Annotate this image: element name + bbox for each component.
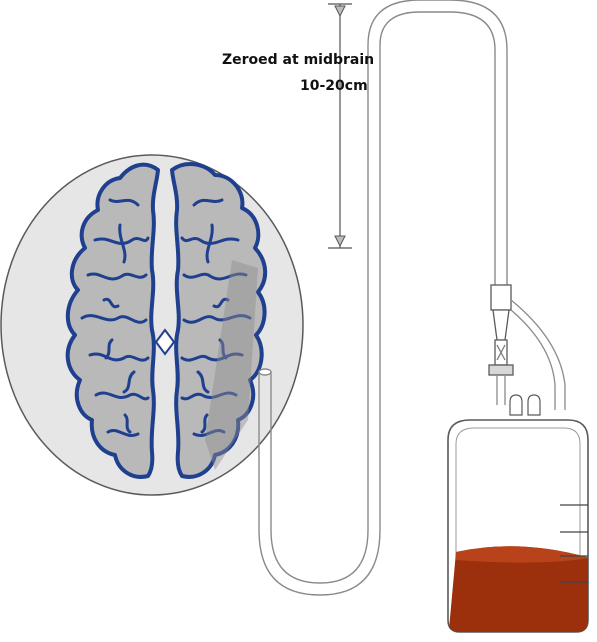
csf-fluid bbox=[448, 546, 588, 632]
left-gyri bbox=[80, 198, 150, 437]
ventricle bbox=[154, 328, 176, 356]
right-gyri bbox=[180, 198, 252, 437]
bag-inlet-tube bbox=[496, 375, 506, 405]
height-range-label: 10-20cm bbox=[300, 78, 368, 94]
bag-graduations bbox=[560, 504, 588, 583]
vent-tube bbox=[510, 299, 566, 410]
drip-chamber-icon bbox=[488, 284, 514, 376]
zero-reference-label: Zeroed at midbrain bbox=[222, 52, 375, 68]
drainage-tubing bbox=[258, 0, 508, 596]
brain-icon bbox=[65, 162, 268, 479]
catheter-shadow bbox=[205, 260, 258, 470]
height-measure-arrow bbox=[328, 3, 352, 249]
collection-bag-icon bbox=[447, 394, 589, 633]
